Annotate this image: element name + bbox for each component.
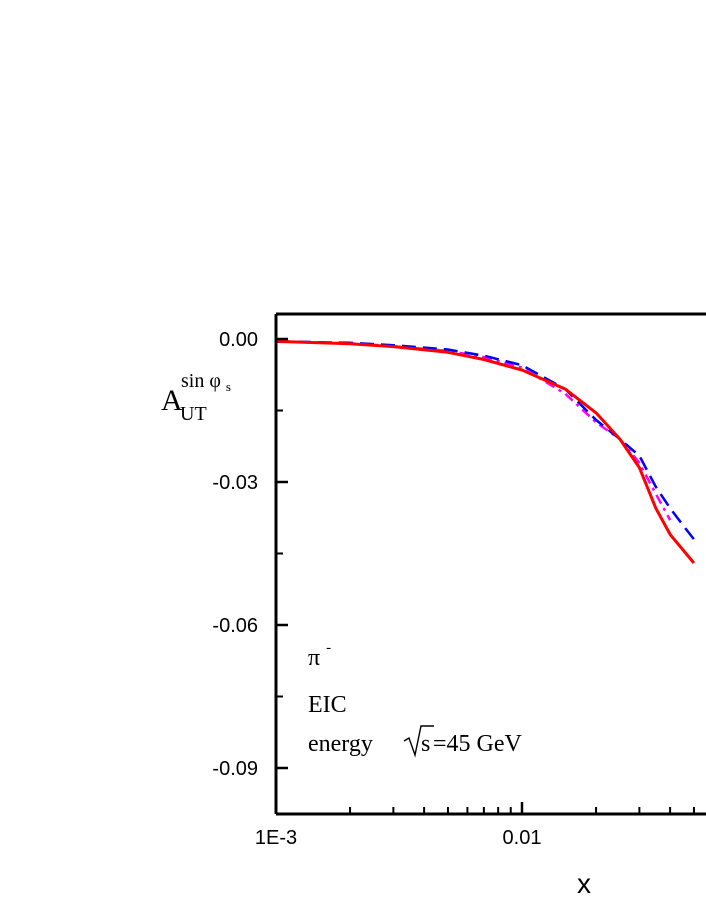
annotation-block: π - EIC energy s =45 GeV [308, 640, 523, 758]
sqrt-symbol [403, 725, 434, 758]
x-ticks: 1E-3 0.01 [255, 802, 695, 849]
annotation-particle-charge: - [326, 640, 331, 656]
y-tick-label: 0.00 [219, 329, 258, 351]
y-ticks: 0.00 -0.03 -0.06 -0.09 [212, 329, 288, 780]
x-axis-title: x [577, 868, 591, 899]
y-tick-label: -0.09 [212, 758, 258, 780]
annotation-energy-suffix: =45 GeV [433, 731, 523, 757]
series-line-solid [276, 339, 696, 564]
annotation-energy-prefix: energy [308, 731, 373, 757]
y-axis-title: A UT sin φ s [161, 370, 231, 425]
svg-text:A: A [161, 384, 183, 417]
y-axis-title-superscript: sin φ [181, 370, 221, 392]
svg-text:π -: π - [308, 640, 331, 671]
series-layer [276, 339, 696, 564]
annotation-particle: π [308, 645, 320, 671]
series-line-dash [276, 340, 695, 540]
y-axis-title-subscript: UT [180, 403, 207, 425]
y-axis-title-main: A [161, 384, 183, 417]
annotation-energy-sqrt-arg: s [421, 731, 430, 757]
y-tick-label: -0.06 [212, 615, 258, 637]
series-line-dashdot [276, 340, 672, 521]
y-axis-title-superscript-subscript: s [226, 379, 231, 394]
svg-text:sin φ s: sin φ s [181, 370, 231, 394]
annotation-energy: energy s =45 GeV [308, 725, 523, 758]
x-tick-label: 1E-3 [255, 827, 297, 849]
svg-text:UT: UT [180, 403, 207, 425]
annotation-experiment: EIC [308, 692, 347, 718]
x-tick-label: 0.01 [503, 827, 542, 849]
y-tick-label: -0.03 [212, 472, 258, 494]
